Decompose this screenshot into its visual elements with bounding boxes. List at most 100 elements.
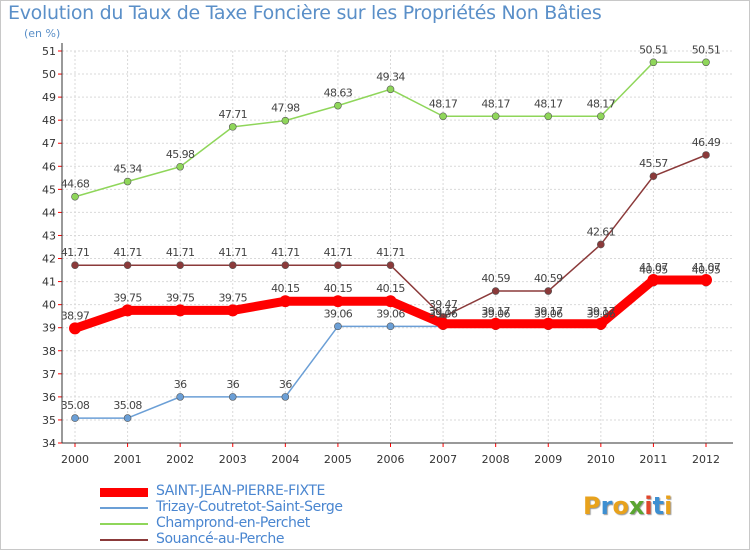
data-point [545,288,552,295]
legend-swatch [100,523,148,525]
data-label: 39.06 [324,307,353,320]
data-point [332,295,344,307]
y-tick-label: 41 [42,276,56,289]
logo-letter: r [601,492,613,520]
data-label: 40.59 [534,272,563,285]
data-point [387,262,394,269]
x-tick-label: 2002 [166,453,194,466]
data-label: 39.17 [534,305,563,318]
data-label: 39.75 [166,291,195,304]
data-point [124,415,131,422]
y-tick-label: 49 [42,91,56,104]
data-label: 48.17 [534,97,563,110]
y-tick-label: 42 [42,253,56,266]
data-point [279,295,291,307]
legend-label: SAINT-JEAN-PIERRE-FIXTE [156,483,325,499]
data-label: 39.75 [113,291,142,304]
data-label: 47.98 [271,102,300,115]
y-tick-label: 46 [42,160,56,173]
x-tick-label: 2003 [219,453,247,466]
data-point [72,193,79,200]
y-tick-label: 44 [42,206,56,219]
data-point [650,173,657,180]
x-tick-label: 2001 [114,453,142,466]
data-label: 39.75 [219,291,248,304]
data-point [703,59,710,66]
data-label: 39.06 [376,307,405,320]
proxiti-logo: Proxiti [583,492,672,520]
legend-label: Champrond-en-Perchet [156,515,310,531]
data-label: 35.08 [113,399,142,412]
legend-label: Souancé-au-Perche [156,531,284,547]
data-label: 41.71 [61,246,90,259]
y-tick-label: 40 [42,299,56,312]
data-point [387,86,394,93]
data-label: 47.71 [219,108,248,121]
data-label: 49.34 [376,70,405,83]
data-point [334,102,341,109]
data-label: 45.98 [166,148,195,161]
data-label: 48.17 [429,97,458,110]
data-label: 41.71 [219,246,248,259]
x-tick-label: 2000 [61,453,89,466]
y-tick-label: 35 [42,414,56,427]
logo-letter: t [653,492,664,520]
data-label: 45.34 [113,163,142,176]
x-tick-label: 2010 [587,453,615,466]
data-point [177,262,184,269]
data-label: 41.71 [166,246,195,259]
y-tick-label: 37 [42,368,56,381]
data-point [282,393,289,400]
data-point [597,113,604,120]
data-point [177,163,184,170]
logo-letter: i [664,492,672,520]
legend-swatch [100,539,148,541]
line-chart: 3435363738394041424344454647484950512000… [0,0,750,550]
y-tick-label: 34 [42,437,56,450]
data-label: 35.08 [61,399,90,412]
data-point [282,117,289,124]
data-label: 36 [226,378,239,391]
y-tick-label: 51 [42,45,56,58]
x-tick-label: 2009 [534,453,562,466]
logo-letter: i [644,492,652,520]
data-point [229,262,236,269]
data-label: 46.49 [692,136,721,149]
x-tick-label: 2011 [639,453,667,466]
data-point [72,262,79,269]
data-point [124,178,131,185]
data-point [229,393,236,400]
data-point [227,304,239,316]
data-label: 45.57 [639,157,668,170]
y-tick-label: 43 [42,229,56,242]
y-tick-label: 50 [42,68,56,81]
x-tick-label: 2004 [271,453,299,466]
logo-letter: x [629,492,644,520]
data-label: 38.97 [61,309,90,322]
x-tick-label: 2012 [692,453,720,466]
legend-swatch [100,507,148,509]
data-label: 39.17 [481,305,510,318]
y-tick-label: 47 [42,137,56,150]
data-label: 48.63 [324,87,353,100]
logo-letter: P [583,492,601,520]
data-point [492,288,499,295]
data-point [177,393,184,400]
legend-swatch [100,488,148,497]
data-point [122,304,134,316]
data-point [650,59,657,66]
data-point [334,262,341,269]
data-point [492,113,499,120]
data-label: 39.17 [587,305,616,318]
data-point [229,123,236,130]
logo-letter: o [612,492,629,520]
data-label: 40.15 [324,282,353,295]
data-label: 48.17 [587,97,616,110]
data-label: 39.17 [429,305,458,318]
data-point [385,295,397,307]
data-label: 41.71 [271,246,300,259]
data-label: 40.15 [376,282,405,295]
legend-label: Trizay-Coutretot-Saint-Serge [156,499,343,515]
data-point [72,415,79,422]
y-tick-label: 39 [42,322,56,335]
